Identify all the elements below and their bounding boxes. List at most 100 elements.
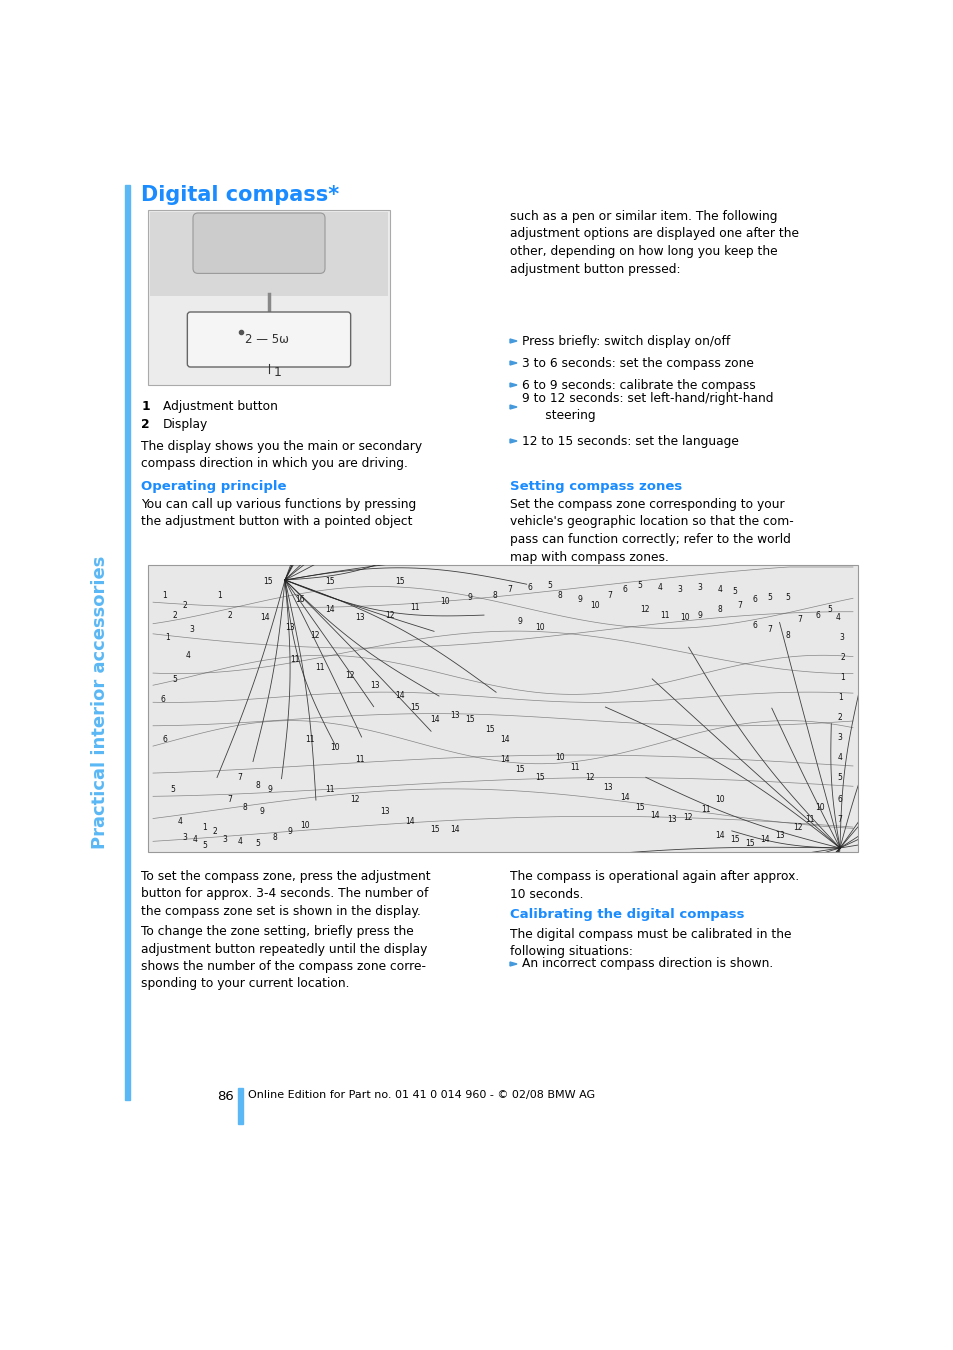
Text: 10: 10 <box>679 613 689 622</box>
Text: Setting compass zones: Setting compass zones <box>510 481 681 493</box>
Text: 11: 11 <box>325 786 335 795</box>
Text: 11: 11 <box>659 610 669 620</box>
Text: 1: 1 <box>162 590 167 599</box>
Text: To set the compass zone, press the adjustment
button for approx. 3-4 seconds. Th: To set the compass zone, press the adjus… <box>141 869 431 918</box>
Text: 11: 11 <box>355 756 364 764</box>
Text: 15: 15 <box>485 725 495 734</box>
Text: 14: 14 <box>650 810 659 819</box>
Text: 3: 3 <box>190 625 194 634</box>
Text: 6: 6 <box>815 610 820 620</box>
Text: 8: 8 <box>273 833 277 842</box>
Text: 14: 14 <box>619 794 629 802</box>
Text: 8: 8 <box>785 630 789 640</box>
Text: 15: 15 <box>430 825 439 834</box>
Text: 3: 3 <box>697 583 701 593</box>
Text: 10: 10 <box>814 803 824 813</box>
Text: 4: 4 <box>177 818 182 826</box>
Text: 6: 6 <box>622 586 627 594</box>
Text: 14: 14 <box>405 818 415 826</box>
Text: 5: 5 <box>637 580 641 590</box>
Text: 14: 14 <box>450 825 459 834</box>
Text: 11: 11 <box>290 656 299 664</box>
Text: Press briefly: switch display on/off: Press briefly: switch display on/off <box>521 335 729 347</box>
Text: 5: 5 <box>767 594 772 602</box>
Bar <box>237 1088 243 1125</box>
Polygon shape <box>510 405 517 409</box>
Text: 7: 7 <box>228 795 233 805</box>
Text: 15: 15 <box>465 716 475 725</box>
Text: 4: 4 <box>237 837 242 846</box>
Text: 12: 12 <box>584 774 594 783</box>
Text: Digital compass*: Digital compass* <box>141 185 339 205</box>
Text: 11: 11 <box>410 603 419 613</box>
Text: 13: 13 <box>370 680 379 690</box>
Text: 13: 13 <box>380 807 390 817</box>
Text: 14: 14 <box>430 716 439 725</box>
Text: 12: 12 <box>350 795 359 805</box>
Text: Adjustment button: Adjustment button <box>163 400 277 413</box>
Text: 3: 3 <box>182 833 187 842</box>
Text: 14: 14 <box>260 613 270 622</box>
Text: Calibrating the digital compass: Calibrating the digital compass <box>510 909 743 921</box>
Text: 11: 11 <box>700 806 710 814</box>
Text: 8: 8 <box>492 590 497 599</box>
Text: 3: 3 <box>222 836 227 845</box>
Text: 8: 8 <box>717 606 721 614</box>
Text: 2: 2 <box>213 828 217 837</box>
Text: 7: 7 <box>797 616 801 625</box>
Text: 6: 6 <box>160 695 165 705</box>
Text: 14: 14 <box>499 736 509 744</box>
Text: 15: 15 <box>744 838 754 848</box>
Text: 15: 15 <box>515 765 524 775</box>
Text: Display: Display <box>163 418 208 431</box>
Text: 5: 5 <box>547 580 552 590</box>
Text: 13: 13 <box>666 815 676 825</box>
Text: 13: 13 <box>450 710 459 720</box>
Text: 2: 2 <box>840 653 844 663</box>
Text: 9: 9 <box>267 786 273 795</box>
Text: 2: 2 <box>141 418 150 431</box>
Text: 1: 1 <box>141 400 150 413</box>
Text: 10: 10 <box>590 601 599 609</box>
Text: 9: 9 <box>467 594 472 602</box>
Text: 12: 12 <box>345 671 355 679</box>
Text: 15: 15 <box>263 578 273 586</box>
Text: The digital compass must be calibrated in the
following situations:: The digital compass must be calibrated i… <box>510 927 791 958</box>
Text: 3: 3 <box>839 633 843 643</box>
Text: 5: 5 <box>837 774 841 783</box>
Text: 7: 7 <box>507 586 512 594</box>
Text: 5: 5 <box>784 594 790 602</box>
Text: 2 — 5ω: 2 — 5ω <box>245 333 289 346</box>
Text: 5: 5 <box>826 606 832 614</box>
Text: 1: 1 <box>166 633 171 643</box>
Text: 14: 14 <box>715 830 724 840</box>
Text: 14: 14 <box>499 756 509 764</box>
Text: 9: 9 <box>577 595 582 605</box>
Text: 14: 14 <box>395 690 404 699</box>
Text: The display shows you the main or secondary
compass direction in which you are d: The display shows you the main or second… <box>141 440 422 471</box>
Text: 14: 14 <box>325 606 335 614</box>
Text: 2: 2 <box>228 610 233 620</box>
Text: 3 to 6 seconds: set the compass zone: 3 to 6 seconds: set the compass zone <box>521 356 753 370</box>
Text: 9: 9 <box>697 610 701 620</box>
Text: 9: 9 <box>259 807 264 817</box>
Text: 15: 15 <box>635 803 644 813</box>
Text: 15: 15 <box>729 836 739 845</box>
Text: 10: 10 <box>715 795 724 805</box>
Text: An incorrect compass direction is shown.: An incorrect compass direction is shown. <box>521 957 773 971</box>
Text: 7: 7 <box>607 590 612 599</box>
Text: 11: 11 <box>804 815 814 825</box>
Text: 10: 10 <box>535 624 544 633</box>
Text: 6: 6 <box>752 621 757 629</box>
Polygon shape <box>510 439 517 443</box>
Text: such as a pen or similar item. The following
adjustment options are displayed on: such as a pen or similar item. The follo… <box>510 211 799 275</box>
Text: You can call up various functions by pressing
the adjustment button with a point: You can call up various functions by pre… <box>141 498 416 528</box>
Text: Practical interior accessories: Practical interior accessories <box>91 555 109 849</box>
Text: The compass is operational again after approx.
10 seconds.: The compass is operational again after a… <box>510 869 799 900</box>
Text: 12: 12 <box>682 814 692 822</box>
Text: 10: 10 <box>555 753 564 763</box>
Polygon shape <box>510 360 517 365</box>
Text: 13: 13 <box>285 624 294 633</box>
Text: 10: 10 <box>300 821 310 829</box>
Text: 15: 15 <box>395 578 404 586</box>
